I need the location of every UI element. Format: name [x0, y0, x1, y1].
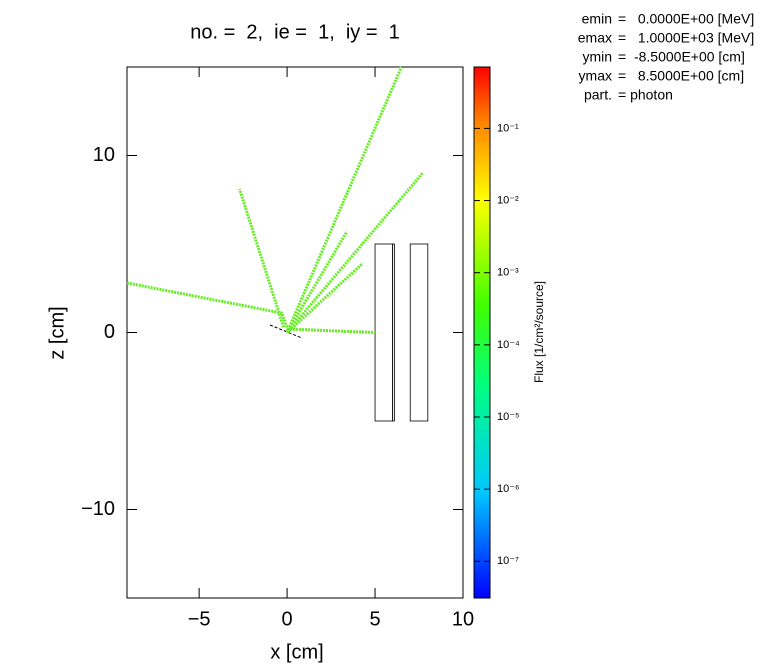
chart-title: no. = 2, ie = 1, iy = 1	[190, 21, 400, 43]
x-tick-label: 5	[369, 608, 380, 630]
colorbar	[474, 67, 490, 598]
info-key: ymax	[579, 68, 612, 84]
colorbar-tick-label: 10⁻⁶	[497, 483, 520, 495]
track	[285, 172, 424, 334]
x-tick-label: 0	[282, 608, 293, 630]
x-tick-label: 10	[452, 608, 474, 630]
colorbar-tick-label: 10⁻¹	[497, 122, 519, 134]
region	[409, 243, 429, 422]
colorbar-tick-label: 10⁻⁷	[497, 555, 519, 567]
info-value: = 8.5000E+00 [cm]	[618, 68, 744, 84]
region	[392, 243, 395, 422]
track	[287, 327, 376, 334]
y-tick-label: −10	[81, 498, 115, 520]
track	[238, 188, 285, 328]
info-key: part.	[584, 87, 612, 103]
colorbar-tick-label: 10⁻⁵	[497, 411, 520, 423]
info-key: ymin	[582, 49, 612, 65]
colorbar-frame	[473, 66, 491, 599]
colorbar-label: Flux [1/cm²/source]	[532, 281, 546, 383]
y-tick-label: 0	[104, 321, 115, 343]
colorbar-tick-label: 10⁻⁴	[497, 339, 520, 351]
x-axis-label: x [cm]	[270, 641, 323, 663]
track	[285, 230, 349, 334]
track	[126, 281, 291, 334]
info-value: = 0.0000E+00 [MeV]	[618, 11, 754, 27]
region	[374, 243, 394, 422]
colorbar-tick-label: 10⁻³	[497, 267, 519, 279]
info-key: emin	[582, 11, 612, 27]
info-value: = 1.0000E+03 [MeV]	[618, 30, 754, 46]
info-key: emax	[578, 30, 612, 46]
x-tick-label: −5	[188, 608, 211, 630]
y-axis-label: z [cm]	[46, 306, 68, 359]
colorbar-tick-label: 10⁻²	[497, 194, 519, 206]
track	[286, 262, 364, 334]
info-value: = -8.5000E+00 [cm]	[618, 49, 745, 65]
track	[285, 66, 403, 334]
plot-frame	[126, 66, 464, 599]
info-value: = photon	[618, 87, 673, 103]
y-tick-label: 10	[93, 144, 115, 166]
